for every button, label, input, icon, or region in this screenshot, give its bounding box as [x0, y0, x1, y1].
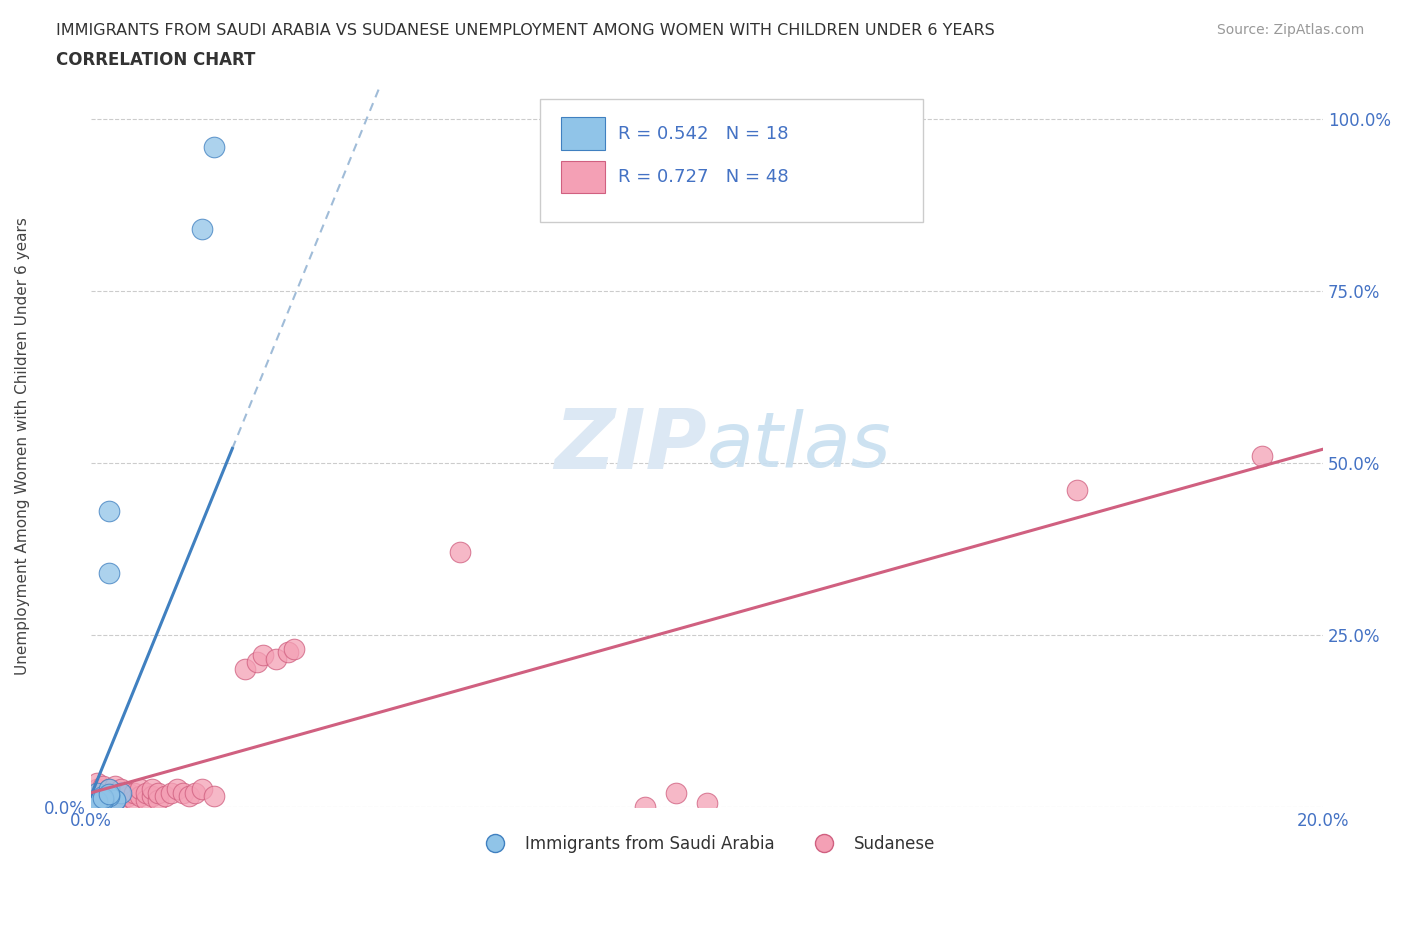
Text: CORRELATION CHART: CORRELATION CHART	[56, 51, 256, 69]
Point	[202, 789, 225, 804]
Point	[264, 651, 287, 666]
Point	[86, 793, 108, 808]
Point	[1250, 448, 1272, 463]
Point	[91, 792, 114, 807]
Point	[159, 786, 181, 801]
Point	[86, 782, 108, 797]
Point	[153, 789, 176, 804]
Point	[91, 789, 114, 804]
Point	[98, 503, 121, 518]
Point	[104, 786, 127, 801]
Point	[283, 641, 305, 656]
FancyBboxPatch shape	[561, 161, 605, 193]
FancyBboxPatch shape	[540, 100, 922, 222]
Point	[104, 792, 127, 807]
Point	[233, 662, 256, 677]
Point	[449, 545, 471, 560]
Point	[98, 789, 121, 804]
Point	[98, 786, 121, 801]
Point	[141, 789, 163, 804]
Point	[98, 789, 121, 804]
Point	[141, 782, 163, 797]
Text: ZIP: ZIP	[554, 405, 707, 486]
Point	[91, 791, 114, 806]
Point	[91, 786, 114, 801]
Text: R = 0.542   N = 18: R = 0.542 N = 18	[619, 125, 789, 143]
Point	[277, 644, 299, 659]
Text: atlas: atlas	[707, 408, 891, 483]
Point	[246, 655, 269, 670]
Point	[110, 786, 132, 801]
Point	[91, 792, 114, 807]
Point	[1066, 483, 1088, 498]
Point	[665, 786, 688, 801]
Legend: Immigrants from Saudi Arabia, Sudanese: Immigrants from Saudi Arabia, Sudanese	[471, 829, 942, 859]
Point	[98, 782, 121, 797]
Point	[135, 792, 157, 807]
Point	[148, 786, 170, 801]
Point	[179, 789, 201, 804]
Point	[166, 782, 188, 797]
FancyBboxPatch shape	[561, 117, 605, 150]
Point	[190, 782, 212, 797]
Point	[98, 782, 121, 797]
Point	[86, 786, 108, 801]
Point	[110, 792, 132, 807]
Point	[696, 796, 718, 811]
Point	[252, 648, 274, 663]
Y-axis label: Unemployment Among Women with Children Under 6 years: Unemployment Among Women with Children U…	[15, 217, 30, 674]
Point	[98, 565, 121, 580]
Point	[91, 792, 114, 807]
Point	[184, 786, 207, 801]
Point	[98, 792, 121, 807]
Point	[86, 792, 108, 807]
Point	[104, 792, 127, 807]
Point	[86, 789, 108, 804]
Point	[172, 786, 194, 801]
Point	[86, 776, 108, 790]
Point	[91, 778, 114, 793]
Text: Source: ZipAtlas.com: Source: ZipAtlas.com	[1216, 23, 1364, 37]
Point	[135, 786, 157, 801]
Point	[129, 789, 152, 804]
Point	[110, 789, 132, 804]
Point	[148, 792, 170, 807]
Point	[104, 778, 127, 793]
Point	[104, 792, 127, 807]
Point	[117, 786, 139, 801]
Point	[202, 140, 225, 154]
Point	[122, 792, 145, 807]
Point	[86, 796, 108, 811]
Text: IMMIGRANTS FROM SAUDI ARABIA VS SUDANESE UNEMPLOYMENT AMONG WOMEN WITH CHILDREN : IMMIGRANTS FROM SAUDI ARABIA VS SUDANESE…	[56, 23, 995, 38]
Point	[98, 787, 121, 802]
Point	[634, 799, 657, 814]
Point	[122, 786, 145, 801]
Point	[190, 221, 212, 236]
Point	[117, 789, 139, 804]
Point	[129, 782, 152, 797]
Point	[110, 782, 132, 797]
Text: R = 0.727   N = 48: R = 0.727 N = 48	[619, 168, 789, 186]
